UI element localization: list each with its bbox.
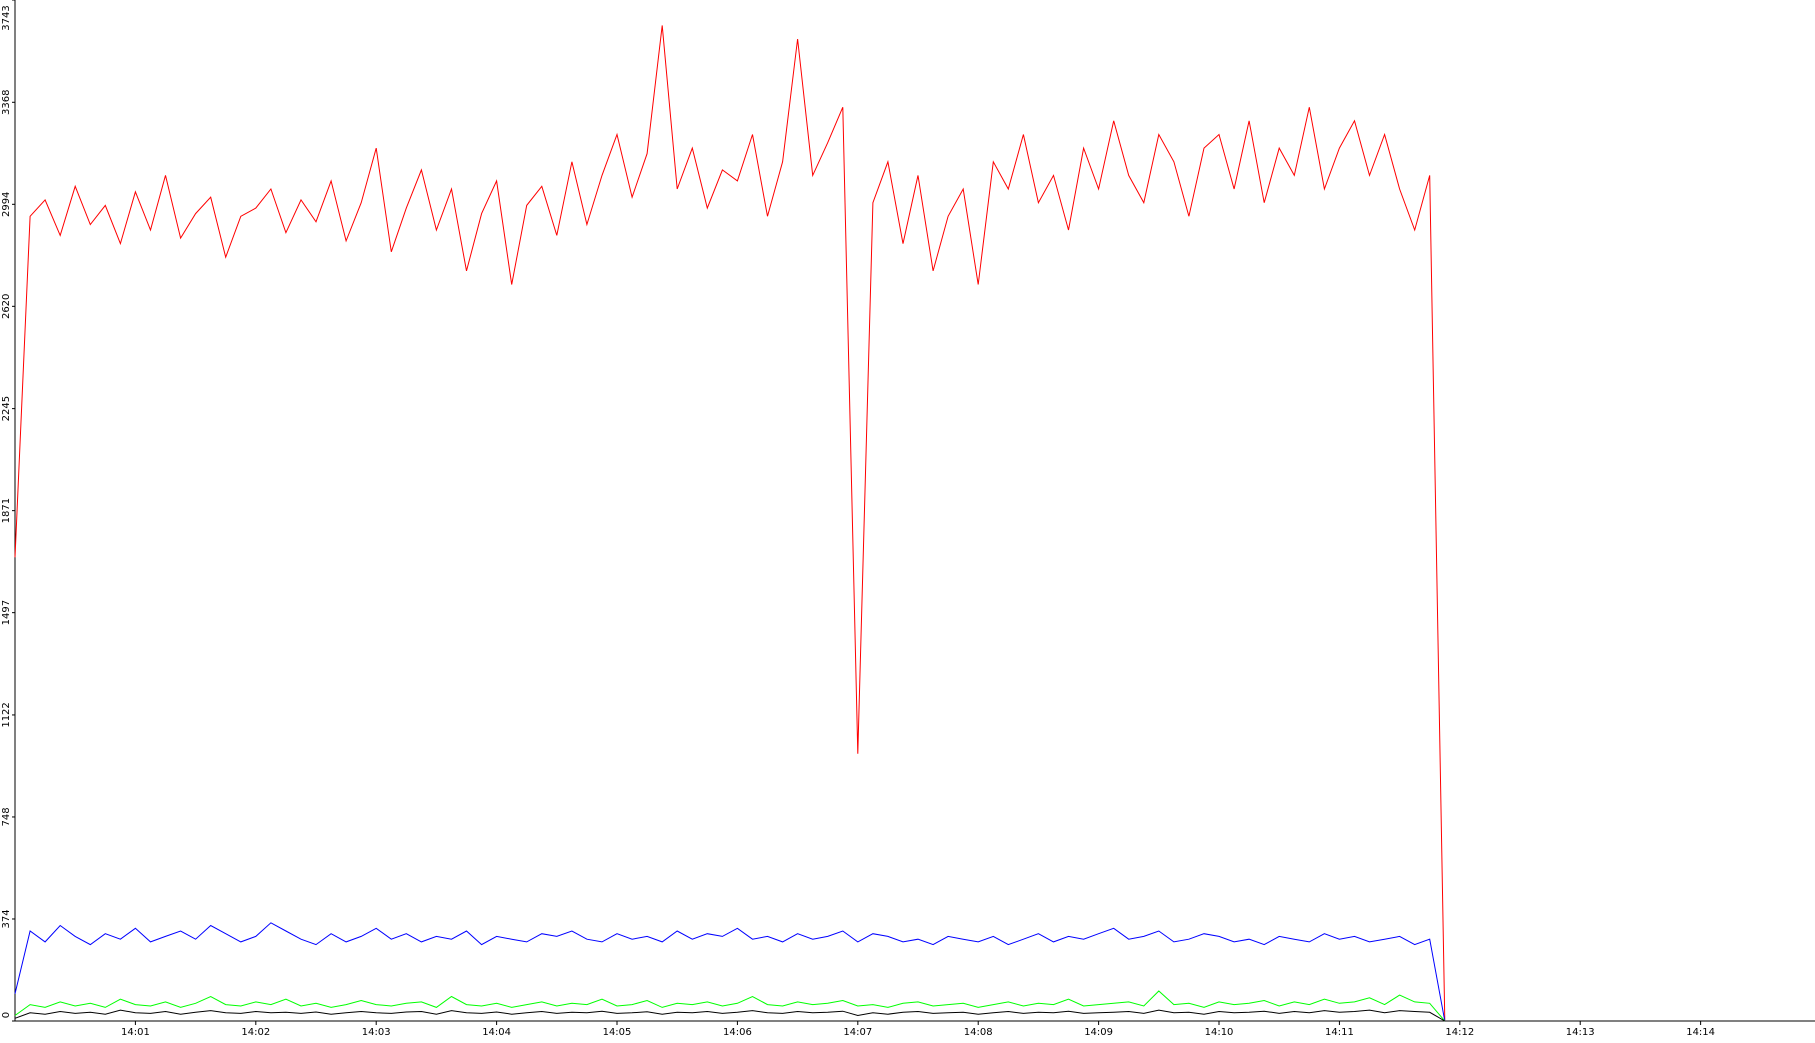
x-tick-label: 14:08 [964, 1027, 993, 1038]
x-tick-label: 14:12 [1445, 1027, 1474, 1038]
series-line [14, 1009, 1446, 1022]
x-tick-label: 14:05 [603, 1027, 632, 1038]
x-tick-label: 14:09 [1084, 1027, 1113, 1038]
y-tick-label: 374 [1, 909, 12, 928]
x-tick-label: 14:07 [843, 1027, 872, 1038]
y-tick-label: 1497 [1, 600, 12, 625]
x-tick-label: 14:01 [121, 1027, 150, 1038]
series-line [14, 922, 1446, 1022]
x-tick-label: 14:11 [1325, 1027, 1354, 1038]
y-tick-label: 3368 [1, 90, 12, 115]
y-tick-label: 2620 [1, 294, 12, 319]
y-tick-label: 748 [1, 807, 12, 826]
y-tick-label: 1871 [1, 498, 12, 523]
x-tick-label: 14:13 [1566, 1027, 1595, 1038]
series-line [14, 25, 1446, 1022]
y-tick-label: 1122 [1, 702, 12, 727]
y-tick-label: 3743 [1, 5, 12, 30]
x-tick-label: 14:02 [241, 1027, 270, 1038]
y-tick-label: 2994 [1, 192, 12, 217]
x-tick-label: 14:03 [362, 1027, 391, 1038]
y-tick-label: 2245 [1, 396, 12, 421]
x-tick-label: 14:04 [482, 1027, 511, 1038]
x-tick-label: 14:06 [723, 1027, 752, 1038]
series-line [14, 990, 1446, 1022]
x-tick-label: 14:14 [1686, 1027, 1715, 1038]
x-tick-label: 14:10 [1205, 1027, 1234, 1038]
y-tick-label: 0 [1, 1012, 12, 1018]
